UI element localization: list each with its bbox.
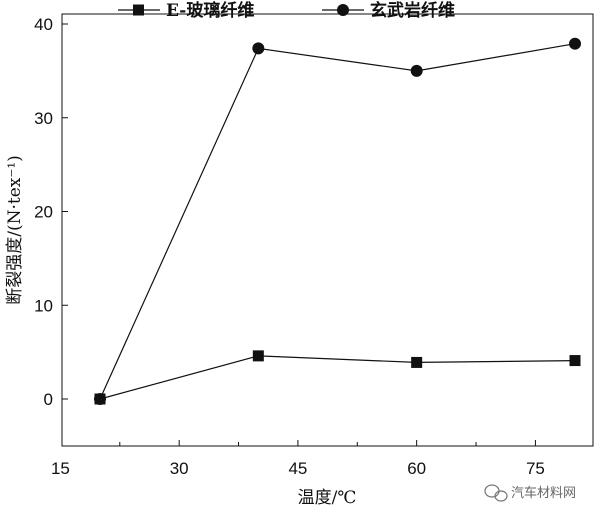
data-point-circle [569,37,581,50]
series-line-1 [99,43,576,400]
y-tick-label: 20 [34,203,53,222]
y-tick-label: 30 [34,109,53,128]
legend: E-玻璃纤维 玄武岩纤维 [118,0,455,21]
x-tick-label: 60 [407,459,426,478]
watermark-text: 汽车材料网 [511,485,576,501]
data-point-square [411,356,423,368]
watermark: 汽车材料网 [484,484,576,502]
x-tick-label: 75 [526,459,545,478]
data-point-circle [94,393,106,405]
x-tick-label: 45 [288,459,307,478]
data-point-square [252,350,264,362]
legend-label-basalt: 玄武岩纤维 [370,0,455,21]
series-line-0 [99,355,576,400]
legend-item-e-glass: E-玻璃纤维 [118,0,254,21]
wechat-icon [484,484,508,502]
x-axis-label: 温度/℃ [298,488,357,508]
plot-frame [61,13,594,447]
x-tick-label: 30 [170,459,189,478]
data-point-circle [252,42,265,55]
y-axis-label: 断裂强度/(N·tex⁻¹) [5,155,25,305]
y-axis: 0 10 20 30 40 [34,15,68,409]
y-tick-label: 10 [34,296,53,315]
legend-item-basalt: 玄武岩纤维 [322,0,455,21]
data-point-square [569,355,581,367]
y-tick-label: 40 [34,15,53,34]
y-tick-label: 0 [44,390,53,409]
data-point-circle [410,64,423,77]
x-tick-label: 15 [51,459,70,478]
x-axis: 15 30 45 60 75 [51,440,545,478]
plot-area [94,37,581,405]
legend-label-e-glass: E-玻璃纤维 [166,0,254,21]
